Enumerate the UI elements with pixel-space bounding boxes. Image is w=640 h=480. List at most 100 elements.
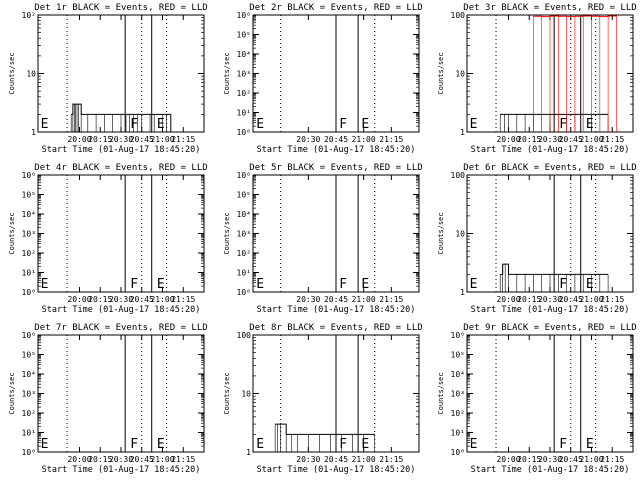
x-axis-label: Start Time (01-Aug-17 18:45:20) [42, 145, 201, 155]
y-tick-label: 10⁰ [237, 128, 251, 137]
panel-4: Det 4r BLACK = Events, RED = LLD 10⁰ 10¹ 10… [8, 163, 208, 315]
panel-3: Det 3r BLACK = Events, RED = LLD 1 10 100 Co… [437, 3, 637, 155]
panel-8: Det 8r BLACK = Events, RED = LLD 1 10 100 Co… [223, 323, 423, 475]
panel-title: Det 9r BLACK = Events, RED = LLD [463, 323, 636, 333]
x-axis-label: Start Time (01-Aug-17 18:45:20) [471, 305, 630, 315]
plot-frame [37, 174, 205, 293]
x-tick-label: 21:00 [352, 135, 376, 144]
x-tick-label: 21:15 [600, 295, 624, 304]
y-tick-label: 10³ [22, 390, 36, 399]
x-tick-label: 21:00 [579, 135, 603, 144]
marker-label: F [559, 277, 567, 292]
y-axis-label: Counts/sec [8, 52, 16, 94]
y-tick-label: 1 [246, 448, 251, 457]
x-tick-label: 20:30 [538, 135, 562, 144]
marker-label: E [361, 117, 369, 132]
marker-label: F [559, 117, 567, 132]
x-tick-label: 21:00 [150, 135, 174, 144]
x-tick-label: 21:15 [600, 455, 624, 464]
x-tick-label: 21:00 [352, 455, 376, 464]
marker-label: F [130, 437, 138, 452]
y-axis-label: Counts/sec [223, 372, 231, 414]
y-tick-label: 10⁴ [451, 370, 465, 379]
panel-title: Det 8r BLACK = Events, RED = LLD [249, 323, 422, 333]
y-tick-label: 10⁰ [237, 288, 251, 297]
y-tick-label: 10⁰ [451, 448, 465, 457]
panel-title: Det 2r BLACK = Events, RED = LLD [249, 3, 422, 13]
x-tick-label: 20:15 [517, 455, 541, 464]
y-tick-label: 1 [31, 128, 36, 137]
x-tick-label: 20:30 [538, 295, 562, 304]
y-tick-label: 10⁴ [237, 210, 251, 219]
marker-label: E [361, 277, 369, 292]
y-tick-label: 10² [22, 409, 36, 418]
x-tick-label: 20:45 [324, 135, 348, 144]
y-tick-label: 10⁴ [22, 370, 36, 379]
y-tick-label: 10⁵ [237, 191, 251, 200]
panel-6: Det 6r BLACK = Events, RED = LLD 1 10 100 Co… [437, 163, 637, 315]
y-tick-label: 1 [460, 288, 465, 297]
x-tick-label: 20:15 [88, 135, 112, 144]
x-tick-label: 21:15 [379, 135, 403, 144]
x-tick-label: 20:15 [517, 135, 541, 144]
y-tick-label: 10⁰ [22, 448, 36, 457]
x-tick-label: 20:15 [517, 295, 541, 304]
marker-label: E [157, 437, 165, 452]
x-tick-label: 20:45 [130, 455, 154, 464]
x-tick-label: 20:00 [496, 455, 520, 464]
marker-label: E [470, 117, 478, 132]
x-tick-label: 21:15 [600, 135, 624, 144]
marker-label: E [586, 277, 594, 292]
marker-label: F [559, 437, 567, 452]
x-tick-label: 20:15 [88, 455, 112, 464]
marker-label: E [41, 437, 49, 452]
marker-label: E [256, 117, 264, 132]
y-axis-label: Counts/sec [437, 372, 445, 414]
x-tick-label: 21:15 [379, 455, 403, 464]
marker-label: E [586, 117, 594, 132]
y-tick-label: 10¹ [451, 429, 465, 438]
y-tick-label: 10⁵ [237, 31, 251, 40]
x-tick-label: 20:30 [296, 135, 320, 144]
y-axis-label: Counts/sec [437, 212, 445, 254]
y-axis-label: Counts/sec [8, 372, 16, 414]
marker-label: E [157, 117, 165, 132]
x-tick-label: 20:00 [67, 135, 91, 144]
x-axis-label: Start Time (01-Aug-17 18:45:20) [42, 305, 201, 315]
plot-frame [466, 334, 634, 453]
marker-label: E [470, 277, 478, 292]
plot-frame [37, 334, 205, 453]
marker-label: F [339, 117, 347, 132]
y-tick-label: 10² [22, 11, 36, 20]
x-tick-label: 20:45 [130, 295, 154, 304]
panel-title: Det 7r BLACK = Events, RED = LLD [34, 323, 207, 333]
y-tick-label: 10¹ [237, 109, 251, 118]
x-tick-label: 20:30 [296, 295, 320, 304]
y-tick-label: 10 [26, 70, 36, 79]
y-tick-label: 10⁶ [237, 171, 251, 180]
y-tick-label: 100 [237, 331, 252, 340]
panel-2: Det 2r BLACK = Events, RED = LLD 10⁰ 10¹ 10… [223, 3, 423, 155]
y-tick-label: 100 [451, 171, 466, 180]
y-axis-label: Counts/sec [437, 52, 445, 94]
y-tick-label: 1 [460, 128, 465, 137]
series-events-line [500, 263, 609, 275]
y-tick-label: 10⁶ [22, 331, 36, 340]
y-tick-label: 10⁴ [22, 210, 36, 219]
y-tick-label: 10³ [237, 230, 251, 239]
x-tick-label: 20:30 [296, 455, 320, 464]
panel-1: Det 1r BLACK = Events, RED = LLD 1 10 10² Co… [8, 3, 208, 155]
x-tick-label: 20:30 [538, 455, 562, 464]
y-axis-label: Counts/sec [223, 212, 231, 254]
panel-5: Det 5r BLACK = Events, RED = LLD 10⁰ 10¹ 10… [223, 163, 423, 315]
panel-9: Det 9r BLACK = Events, RED = LLD 10⁰ 10¹ 10… [437, 323, 637, 475]
marker-label: E [256, 437, 264, 452]
marker-label: E [470, 437, 478, 452]
x-tick-label: 21:15 [171, 455, 195, 464]
y-tick-label: 10² [451, 409, 465, 418]
x-tick-label: 20:45 [324, 455, 348, 464]
y-tick-label: 10³ [237, 70, 251, 79]
y-tick-label: 10 [455, 70, 465, 79]
x-tick-label: 20:30 [109, 455, 133, 464]
